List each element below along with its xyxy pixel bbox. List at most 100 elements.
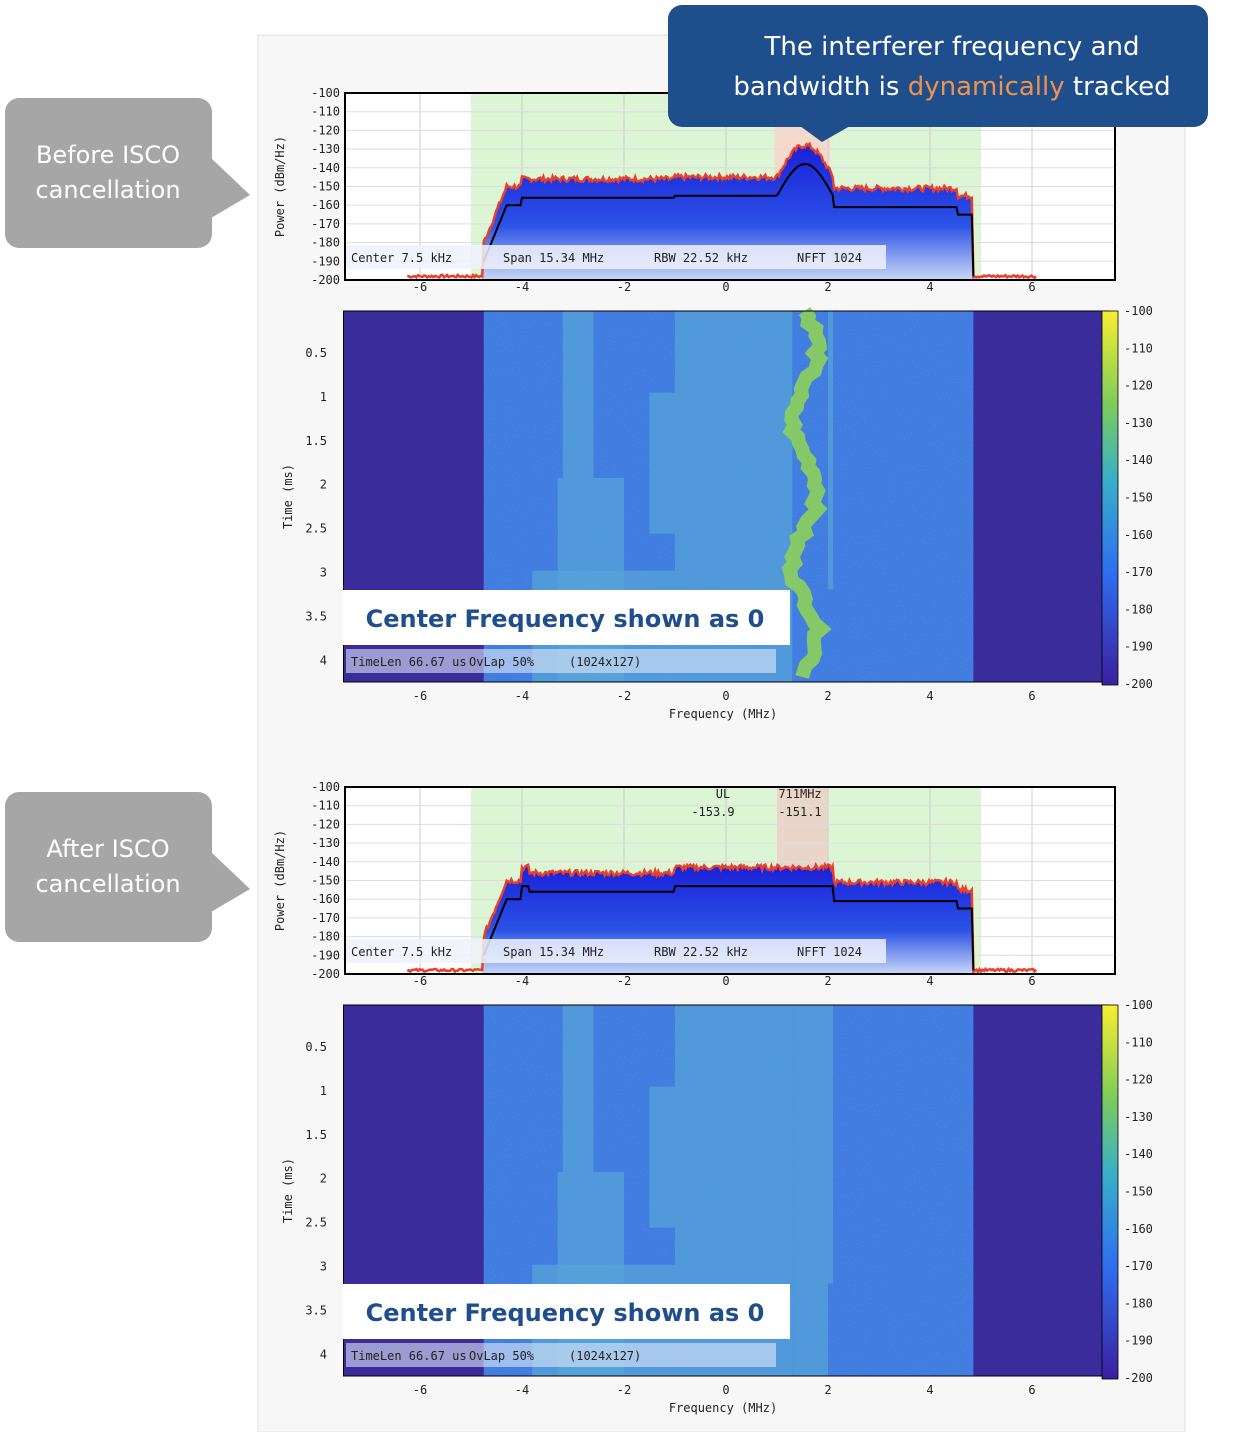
colorbar-tick-label: -120 [1124,379,1153,393]
x-tick-label: 0 [722,689,729,703]
y-tick-label: 1.5 [305,434,327,448]
y-tick-label: 1 [320,390,327,404]
info-text: TimeLen 66.67 us [351,655,467,669]
x-tick-label: 6 [1028,280,1035,294]
x-tick-label: 4 [926,689,933,703]
side-label-pointer [211,852,250,912]
y-tick-label: -180 [311,236,340,250]
y-tick-label: -110 [311,105,340,119]
y-tick-label: 1.5 [305,1128,327,1142]
colorbar-tick-label: -200 [1124,1371,1153,1385]
info-text: (1024x127) [569,1349,641,1363]
y-tick-label: -150 [311,180,340,194]
y-tick-label: 4 [320,653,327,667]
y-tick-label: 2 [320,478,327,492]
side-label: cancellation [35,870,180,898]
info-box [346,245,886,269]
y-tick-label: -200 [311,967,340,981]
y-tick-label: -130 [311,836,340,850]
y-tick-label: -130 [311,142,340,156]
colorbar-tick-label: -180 [1124,1296,1153,1310]
y-axis-label: Time (ms) [281,464,295,529]
x-tick-label: 4 [926,280,933,294]
x-tick-label: 0 [722,974,729,988]
info-text: (1024x127) [569,655,641,669]
x-tick-label: 6 [1028,974,1035,988]
x-tick-label: -6 [413,1383,427,1397]
y-tick-label: -170 [311,217,340,231]
colorbar-tick-label: -180 [1124,602,1153,616]
colorbar-tick-label: -120 [1124,1073,1153,1087]
callout-text: The interferer frequency and [763,32,1139,62]
x-tick-label: 6 [1028,689,1035,703]
marker-value: -151.1 [778,805,821,819]
callout-text: bandwidth is [733,72,899,102]
y-tick-label: -120 [311,123,340,137]
y-tick-label: -120 [311,817,340,831]
y-tick-label: -200 [311,273,340,287]
y-axis-label: Power (dBm/Hz) [273,830,287,931]
colorbar-tick-label: -130 [1124,416,1153,430]
y-tick-label: -100 [311,86,340,100]
x-axis-label: Frequency (MHz) [669,707,777,721]
overlay-text: Center Frequency shown as 0 [366,1299,765,1327]
marker-value: -153.9 [691,805,734,819]
y-tick-label: 3.5 [305,1303,327,1317]
colorbar-tick-label: -100 [1124,998,1153,1012]
x-axis-label: Frequency (MHz) [669,1401,777,1415]
side-label: After ISCO [46,835,169,863]
y-tick-label: 0.5 [305,346,327,360]
side-label: cancellation [35,176,180,204]
panel: Before ISCO cancellation -100 -110 -120 -130 -… [5,86,1153,721]
colorbar [1101,310,1119,686]
x-tick-label: -2 [617,689,631,703]
y-tick-label: 0.5 [305,1040,327,1054]
spectrum-frame [344,786,1116,975]
colorbar-tick-label: -100 [1124,304,1153,318]
info-text: Center 7.5 kHz [351,945,452,959]
y-tick-label: 2.5 [305,522,327,536]
y-axis-label: Time (ms) [281,1158,295,1223]
x-tick-label: -2 [617,974,631,988]
mean-trace [482,163,975,277]
mean-trace [482,885,975,971]
x-tick-label: 6 [1028,1383,1035,1397]
overlay-box [342,590,790,645]
y-axis-label: Power (dBm/Hz) [273,136,287,237]
info-text: TimeLen 66.67 us [351,1349,467,1363]
y-tick-label: -180 [311,930,340,944]
info-text: Span 15.34 MHz [503,945,604,959]
x-tick-label: 4 [926,974,933,988]
x-tick-label: 0 [722,1383,729,1397]
colorbar-tick-label: -140 [1124,1147,1153,1161]
y-tick-label: -110 [311,799,340,813]
x-tick-label: 2 [824,280,831,294]
overlay-box [342,1284,790,1339]
x-tick-label: -4 [515,1383,529,1397]
colorbar-tick-label: -170 [1124,565,1153,579]
colorbar-tick-label: -130 [1124,1110,1153,1124]
colorbar-tick-label: -160 [1124,528,1153,542]
x-tick-label: 0 [722,280,729,294]
colorbar [1101,1004,1119,1380]
y-tick-label: 2.5 [305,1216,327,1230]
x-tick-label: 2 [824,974,831,988]
x-tick-label: 2 [824,1383,831,1397]
info-text: RBW 22.52 kHz [654,945,748,959]
colorbar-tick-label: -140 [1124,453,1153,467]
colorbar-tick-label: -150 [1124,491,1153,505]
side-label-box [5,792,212,942]
y-tick-label: 1 [320,1084,327,1098]
callout-highlight: dynamically [908,72,1065,102]
side-label-pointer [211,158,250,218]
colorbar-tick-label: -170 [1124,1259,1153,1273]
y-tick-label: -160 [311,198,340,212]
max-hold-trace [406,861,1038,974]
x-tick-label: -2 [617,1383,631,1397]
y-tick-label: 3 [320,1260,327,1274]
info-text: RBW 22.52 kHz [654,251,748,265]
colorbar-tick-label: -160 [1124,1222,1153,1236]
y-tick-label: -170 [311,911,340,925]
y-tick-label: -100 [311,780,340,794]
